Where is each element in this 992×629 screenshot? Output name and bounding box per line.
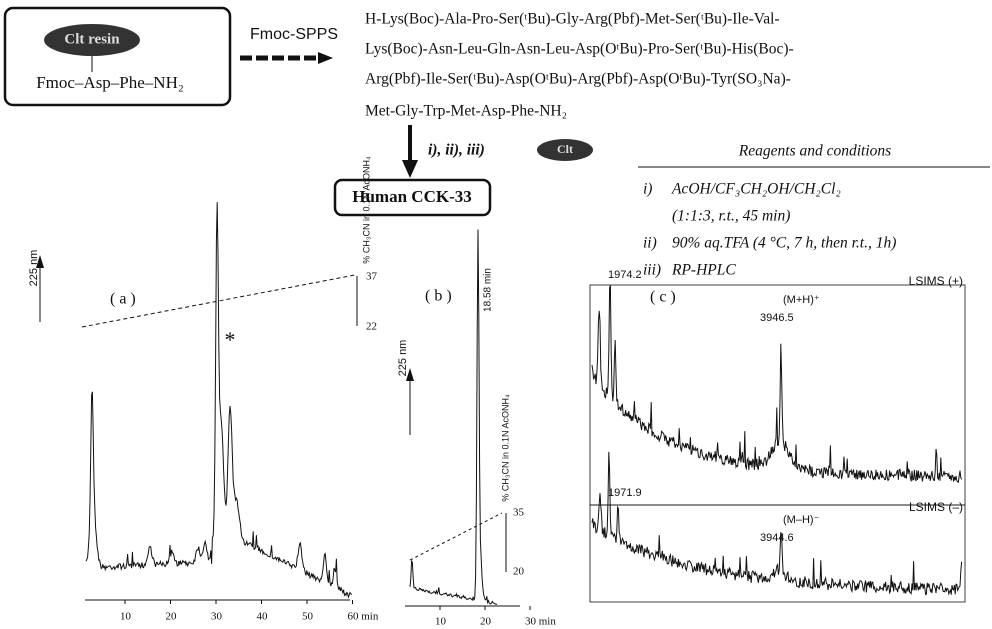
x-tick-label: 40 (257, 611, 269, 623)
reagent-text: AcOH/CF₃CH₂OH/CH₂Cl₂ (671, 181, 841, 198)
gradient-label: % CH₃CN in 0.1N AcONH₄ (361, 156, 371, 264)
detector: 225 nm (28, 250, 40, 287)
reagent-marker: i) (643, 181, 652, 198)
spectrum-frame (589, 504, 966, 603)
starting-material: Fmoc–Asp–Phe–NH₂ (36, 73, 184, 92)
resin-label: Clt (557, 142, 573, 156)
arrow-head (318, 52, 333, 64)
gradient-bottom: 22 (366, 321, 377, 333)
x-tick-label: 20 (166, 611, 178, 623)
ion-label: (M+H)⁺ (783, 294, 820, 306)
panel-label: ( c ) (650, 289, 676, 306)
x-tick-label: 20 (480, 616, 492, 628)
resin-label: Clt resin (64, 31, 120, 47)
step-label: Fmoc-SPPS (250, 26, 338, 43)
x-tick-label: 10 (435, 616, 447, 628)
gradient-top: 35 (513, 507, 525, 519)
arrow-head (402, 160, 418, 178)
reagent-marker: iii) (643, 262, 661, 279)
resin-bead (537, 139, 593, 161)
chromatogram (85, 202, 353, 599)
arrow-head (406, 368, 414, 381)
x-tick-label: 30 min (525, 616, 556, 628)
panel-label: ( a ) (110, 291, 136, 308)
x-tick-label: 30 (211, 611, 223, 623)
molecular-peak: 3946.5 (760, 312, 794, 324)
gradient-label: % CH₃CN in 0.1N AcONH₄ (500, 394, 510, 502)
ion-mode: LSIMS (+) (909, 274, 963, 288)
sequence-line: Arg(Pbf)-Ile-Ser(ᵗBu)-Asp(OᵗBu)-Arg(Pbf)… (365, 71, 791, 88)
fragment-peak: 1971.9 (608, 487, 642, 499)
reagent-text: (1:1:3, r.t., 45 min) (672, 208, 790, 225)
gradient-bottom: 20 (513, 566, 525, 578)
panel-label: ( b ) (425, 288, 452, 305)
molecular-peak: 3944.6 (760, 532, 794, 544)
reagents-title: Reagents and conditions (738, 143, 891, 160)
cleavage-steps: i), ii), iii) (428, 142, 485, 159)
sequence-line: Met-Gly-Trp-Met-Asp-Phe-NH₂ (365, 103, 567, 120)
product-box (333, 178, 492, 217)
ion-mode: LSIMS (–) (909, 500, 963, 514)
gradient-top: 37 (366, 271, 378, 283)
gradient (81, 274, 356, 328)
arrow-head (36, 255, 44, 268)
x-tick-label: 60 min (348, 611, 379, 623)
sequence-line: H-Lys(Boc)-Ala-Pro-Ser(ᵗBu)-Gly-Arg(Pbf)… (365, 11, 780, 28)
reagent-text: RP-HPLC (671, 262, 736, 279)
chromatogram (409, 229, 498, 605)
gradient (409, 512, 503, 561)
mass-spectrum (591, 285, 963, 483)
sequence-line: Lys(Boc)-Asn-Leu-Gln-Asn-Leu-Asp(OᵗBu)-P… (365, 41, 794, 58)
mass-spectrum (591, 451, 963, 596)
x-tick-label: 50 (302, 611, 314, 623)
detector: 225 nm (397, 340, 409, 377)
product: Human CCK-33 (352, 187, 471, 206)
x-tick-label: 10 (120, 611, 132, 623)
impurity-marker: * (225, 327, 236, 352)
fragment-peak: 1974.2 (608, 269, 642, 281)
reagent-text: 90% aq.TFA (4 °C, 7 h, then r.t., 1h) (672, 235, 896, 252)
peak-time: 18.58 min (483, 268, 494, 312)
reagent-marker: ii) (643, 235, 657, 252)
ion-label: (M–H)⁻ (783, 514, 820, 526)
resin-bead (44, 24, 140, 56)
